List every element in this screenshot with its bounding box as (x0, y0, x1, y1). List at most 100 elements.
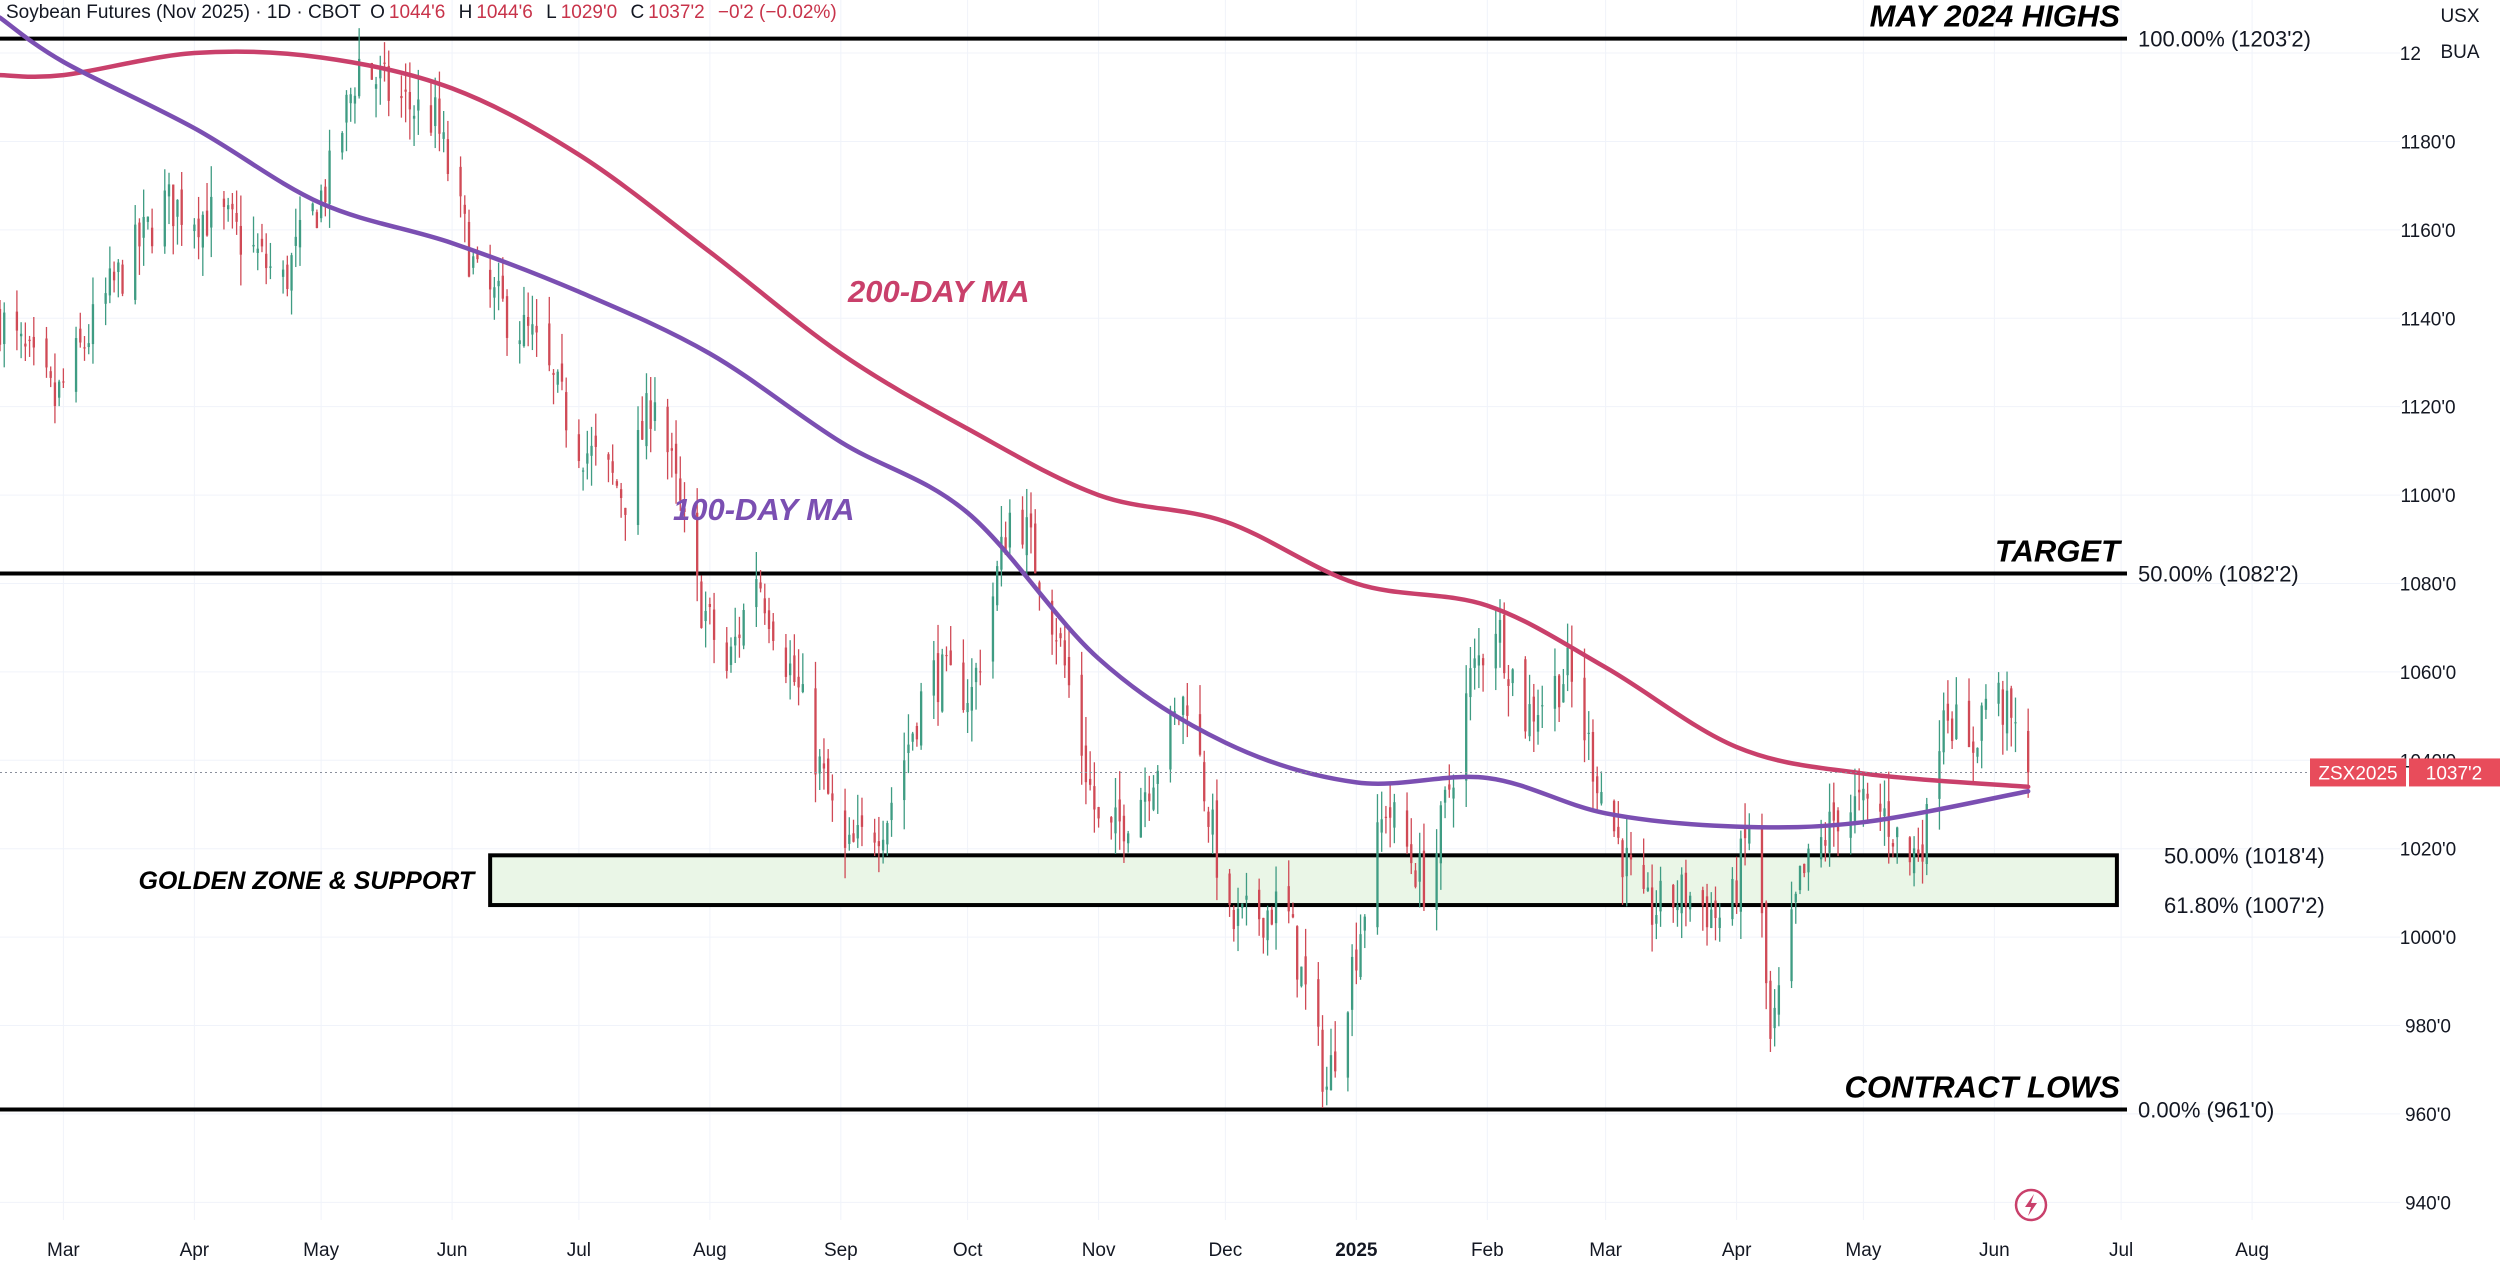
candle-body (1241, 903, 1244, 908)
candle-body (1287, 886, 1290, 912)
candle-body (1883, 808, 1886, 817)
candle-body (1439, 805, 1443, 864)
candle-body (201, 214, 204, 248)
candle-body (1629, 854, 1633, 860)
candle-body (1080, 674, 1083, 756)
candle-body (357, 58, 361, 97)
candle-body (966, 703, 969, 713)
candle-body (653, 402, 657, 421)
open-value: 1044'6 (388, 2, 446, 23)
candle-body (1765, 902, 1768, 984)
candle-body (493, 287, 496, 298)
candle-body (831, 793, 834, 801)
candle-body (1114, 807, 1117, 834)
price-badge (2409, 758, 2500, 787)
close-value: 1037'2 (648, 2, 705, 23)
candle-body (1524, 659, 1527, 732)
candle-body (674, 443, 678, 474)
candle-body (429, 105, 433, 133)
candle-body (1735, 880, 1738, 906)
candle-body (759, 582, 762, 589)
candle-body (1317, 979, 1320, 1027)
candle-body (738, 634, 741, 639)
candle-body (1473, 658, 1476, 668)
candle-body (91, 304, 95, 345)
candle-body (1798, 865, 1802, 891)
candle-body (1705, 896, 1709, 928)
x-tick-label: Aug (2235, 1240, 2269, 1261)
candle-body (1532, 696, 1535, 722)
candle-body (1680, 874, 1683, 914)
candle-body (548, 323, 551, 366)
candle-body (79, 328, 82, 343)
candle-body (881, 839, 885, 851)
candle-body (15, 311, 19, 331)
candle-body (1946, 703, 1950, 721)
candle-body (742, 610, 745, 646)
candle-body (1388, 807, 1392, 818)
time-axis[interactable]: Mar Apr May Jun Jul Aug Sep Oct Nov Dec 2025 Feb Mar… (47, 1240, 2269, 1261)
candle-body (231, 203, 234, 210)
candle-body (577, 434, 581, 462)
candle-body (298, 219, 302, 248)
candle-body (670, 448, 673, 451)
price-axis[interactable]: 940'0960'0980'01000'01020'01040'01060'01… (2400, 44, 2456, 1214)
candle-body (438, 98, 441, 134)
candle-body (1824, 840, 1827, 846)
candle-body (193, 224, 196, 232)
x-tick-label: Jun (1979, 1240, 2010, 1261)
candle-body (176, 199, 179, 217)
y-tick-label: 1080'0 (2400, 574, 2456, 595)
candle-body (74, 338, 78, 392)
candle-body (0, 308, 2, 345)
candle-body (1921, 844, 1924, 862)
candle-body (919, 691, 923, 746)
candle-body (535, 325, 538, 333)
candle-body (311, 203, 314, 212)
candle-body (2005, 690, 2009, 734)
candle-body (1853, 796, 1857, 822)
candle-body (404, 89, 407, 92)
candle-body (1059, 633, 1062, 639)
candle-body (1507, 679, 1510, 686)
candle-body (1443, 789, 1447, 803)
candle-body (134, 224, 137, 300)
candle-body (53, 382, 57, 407)
x-tick-label: Apr (1722, 1240, 1752, 1261)
unit-button[interactable]: BUA (2420, 36, 2500, 70)
candle-body (294, 236, 297, 246)
candle-body (1646, 887, 1650, 891)
candle-body (1896, 827, 1899, 838)
candle-body (1435, 853, 1438, 910)
y-tick-label: 940'0 (2405, 1193, 2451, 1214)
candle-body (205, 210, 209, 236)
candle-body (2001, 689, 2004, 725)
symbol-title[interactable]: Soybean Futures (Nov 2025) · 1D · CBOT (6, 2, 361, 23)
candle-body (150, 227, 154, 247)
candle-body (1296, 926, 1299, 980)
lightning-icon[interactable] (2014, 1188, 2048, 1222)
y-tick-label: 1000'0 (2400, 928, 2456, 949)
y-tick-label: 1180'0 (2400, 132, 2455, 153)
candle-body (696, 512, 699, 576)
candle-body (970, 687, 973, 711)
candle-body (180, 189, 183, 225)
candle-body (172, 184, 175, 227)
candle-body (1203, 762, 1206, 802)
candle-body (1950, 718, 1954, 742)
currency-button[interactable]: USX (2420, 0, 2500, 34)
candle-body (1925, 804, 1928, 865)
chart-overlay: ZSX2025 1037'2 (0, 758, 2500, 1222)
candle-body (1029, 513, 1033, 528)
candle-body (818, 756, 821, 774)
candle-body (1832, 802, 1835, 821)
candle-body (666, 406, 669, 453)
candle-body (679, 478, 682, 501)
y-tick-label: 960'0 (2405, 1105, 2451, 1126)
candle-body (1084, 745, 1088, 783)
lightning-icon-bolt (2025, 1194, 2037, 1216)
candle-body (1710, 909, 1713, 929)
candle-body (1148, 793, 1151, 802)
y-tick-label: 1020'0 (2400, 840, 2456, 861)
